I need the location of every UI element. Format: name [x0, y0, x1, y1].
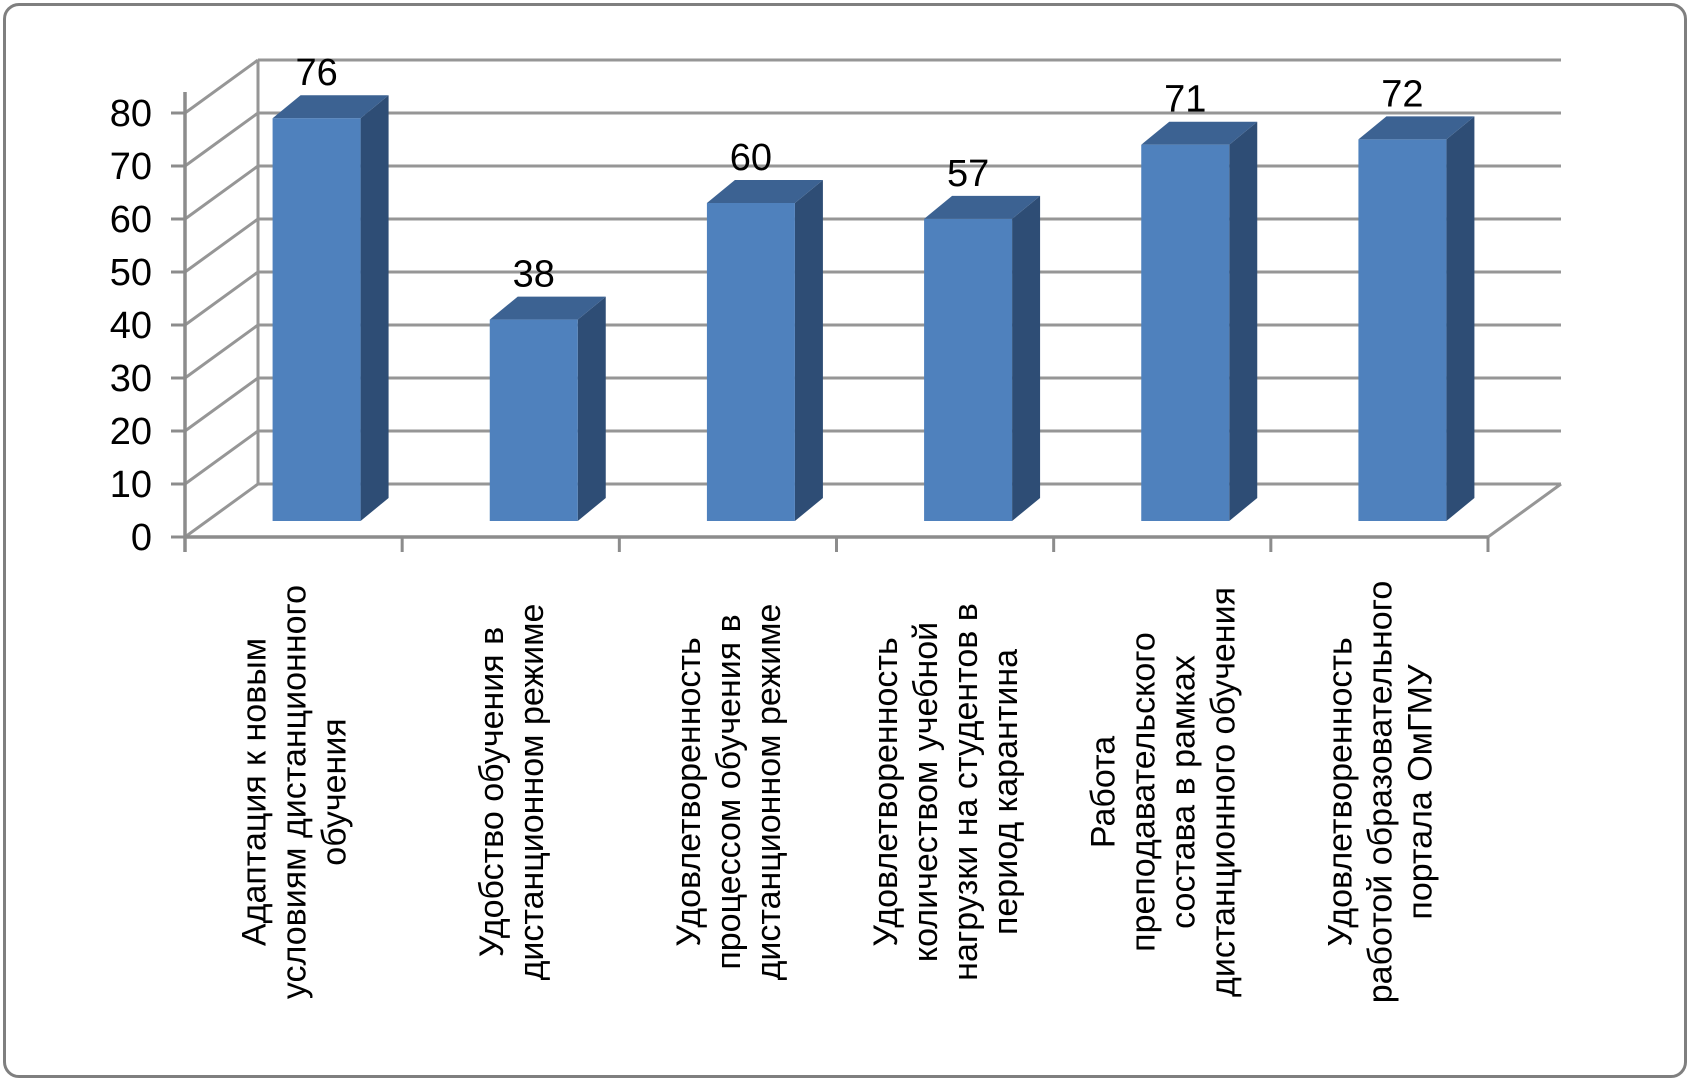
category-label-line: нагрузки на студентов в [947, 603, 985, 981]
bar-value-label: 60 [730, 137, 772, 179]
bar [1141, 144, 1230, 521]
bar-top-face [489, 296, 606, 320]
category-label-line: Удовлетворенность [1321, 637, 1359, 946]
y-tick-label: 50 [110, 252, 152, 294]
floor-right-diagonal [1487, 482, 1562, 539]
gridline-diagonal [184, 376, 259, 433]
category-label-line: состава в рамках [1164, 655, 1202, 929]
bar [489, 319, 578, 521]
category-label-line: работой образовательного [1361, 581, 1399, 1004]
category-label-line: дистанционном режиме [750, 604, 788, 981]
gridline-diagonal [184, 58, 259, 115]
category-label-line: Адаптация к новым [236, 638, 274, 946]
bar [1358, 139, 1447, 521]
bar-side-face [577, 296, 606, 521]
category-label: Удовлетворенностьпроцессом обучения вдис… [670, 604, 788, 981]
category-label: Удобство обучения вдистанционном режиме [473, 604, 551, 981]
y-tick-label: 60 [110, 199, 152, 241]
bar-top-face [1358, 116, 1475, 140]
category-label: Удовлетворенностьработой образовательног… [1321, 581, 1439, 1004]
category-label: Адаптация к новымусловиям дистанционного… [236, 585, 354, 999]
floor-left-diagonal [184, 482, 259, 539]
y-tick-label: 80 [110, 93, 152, 135]
y-tick-label: 0 [131, 517, 152, 559]
gridline-diagonal [184, 217, 259, 274]
bar-side-face [1229, 121, 1258, 521]
bar-side-face [1012, 195, 1041, 521]
category-label-line: Удовлетворенность [670, 637, 708, 946]
category-label-line: Удовлетворенность [867, 637, 905, 946]
gridline-diagonal [184, 164, 259, 221]
category-label-line: условиям дистанционного [276, 585, 314, 999]
category-label: Удовлетворенностьколичеством учебнойнагр… [867, 603, 1025, 981]
gridline-diagonal [184, 323, 259, 380]
bar [924, 218, 1013, 521]
bar [706, 203, 795, 521]
gridline-diagonal [184, 111, 259, 168]
bar-side-face [360, 95, 389, 521]
bar [272, 118, 361, 521]
gridline-diagonal [184, 429, 259, 486]
bar-top-face [272, 95, 389, 119]
y-tick-label: 20 [110, 411, 152, 453]
bar-value-label: 71 [1164, 79, 1206, 121]
bar-top-face [1141, 121, 1258, 145]
category-label-line: Удобство обучения в [473, 627, 511, 957]
y-tick-label: 70 [110, 146, 152, 188]
gridline-diagonal [184, 270, 259, 327]
chart-frame: 76 38 60 57 71 72 0 10 20 30 40 50 60 70 80 Адаптация к… [3, 3, 1687, 1078]
bar-value-label: 38 [513, 254, 555, 296]
bar-top-face [706, 180, 823, 203]
bar-top-face [924, 195, 1041, 219]
category-label-line: дистанционном режиме [513, 604, 551, 981]
category-label-line: обучения [316, 718, 354, 865]
y-tick-label: 30 [110, 358, 152, 400]
category-label-line: Работа [1084, 736, 1122, 848]
category-label-line: преподавательского [1124, 632, 1162, 952]
category-label-line: период карантина [987, 649, 1025, 935]
bar-side-face [1446, 116, 1475, 522]
category-label-line: дистанционного обучения [1204, 587, 1242, 997]
bar-side-face [794, 180, 823, 521]
bar-value-label: 57 [947, 153, 989, 195]
category-label: Работапреподавательскогосостава в рамках… [1084, 587, 1242, 997]
category-label-line: процессом обучения в [710, 614, 748, 969]
bar-value-label: 72 [1381, 73, 1423, 115]
y-tick-label: 40 [110, 305, 152, 347]
category-label-line: портала ОмГМУ [1401, 664, 1439, 920]
bar-value-label: 76 [295, 52, 337, 94]
category-label-line: количеством учебной [907, 622, 945, 962]
y-tick-label: 10 [110, 464, 152, 506]
